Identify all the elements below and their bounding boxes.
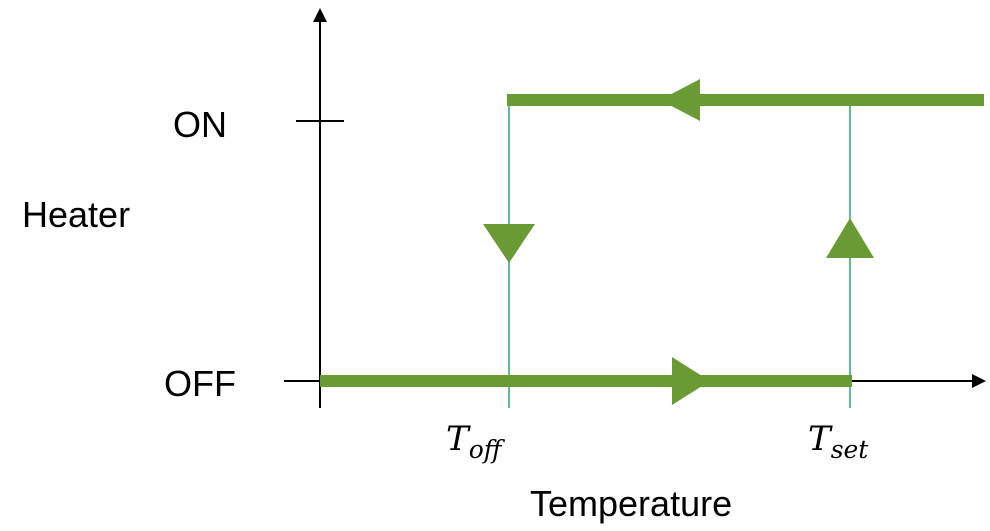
axes — [284, 8, 986, 408]
t-set-label: Tset — [808, 419, 869, 464]
down-arrow-t-off — [483, 224, 535, 263]
leftward-arrow-on-path — [660, 79, 700, 121]
rightward-arrow-off-path — [672, 357, 710, 405]
t-off-symbol: T — [446, 419, 471, 459]
y-axis-label: Heater — [22, 194, 130, 235]
x-axis-label: Temperature — [530, 483, 732, 524]
t-set-symbol: T — [808, 419, 833, 459]
x-axis-arrowhead — [972, 374, 986, 388]
up-arrow-t-set — [826, 218, 874, 258]
on-state-label: ON — [173, 104, 227, 145]
off-state-label: OFF — [164, 363, 236, 404]
t-set-subscript: set — [831, 435, 870, 464]
hysteresis-path — [320, 79, 984, 405]
y-axis-arrowhead — [313, 8, 327, 22]
t-off-label: Toff — [446, 419, 506, 464]
t-off-subscript: off — [469, 435, 506, 464]
